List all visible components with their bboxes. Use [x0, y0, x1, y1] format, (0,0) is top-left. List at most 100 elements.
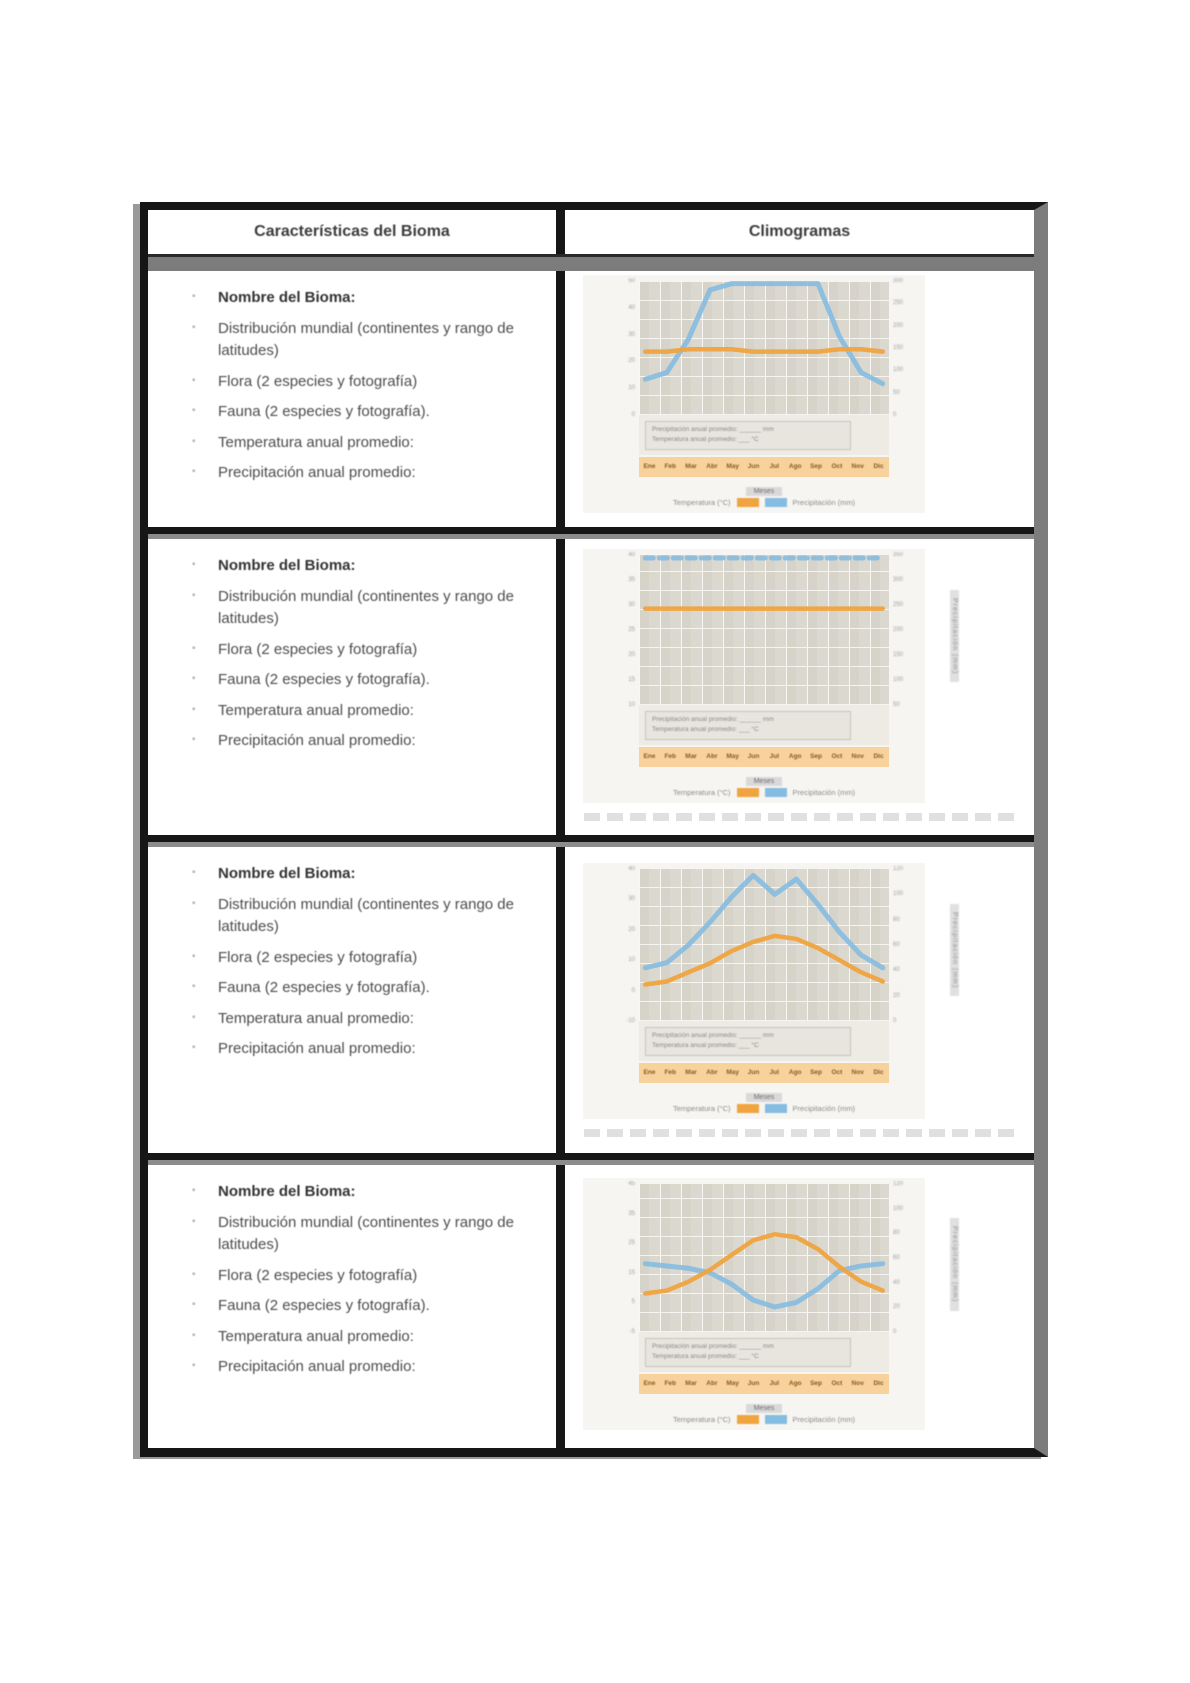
month-label: Jul: [769, 1069, 780, 1077]
x-axis-label-row: Meses: [639, 480, 889, 496]
legend-precip-label: Precipitación (mm): [792, 1414, 856, 1424]
climograma-2: 40 35 30 25 20 15 10 350 300 250 200 150 100 50 Precip…: [583, 549, 959, 803]
axis-tick-label: 50: [893, 389, 900, 396]
axis-tick-label: 20: [628, 926, 635, 933]
month-label: Mar: [685, 463, 697, 471]
right-axis-ticks: 300 250 200 150 100 50 0: [893, 278, 915, 418]
temperature-swatch: [736, 787, 759, 797]
axis-tick-label: 80: [893, 916, 900, 923]
characteristics-cell: Nombre del Bioma: Distribución mundial (c…: [148, 1165, 556, 1448]
bioma-characteristics-list: Nombre del Bioma: Distribución mundial (c…: [148, 555, 556, 753]
header-separator-band: [148, 257, 1034, 271]
characteristic-item: Precipitación anual promedio:: [192, 1038, 518, 1061]
precipitation-swatch: [764, 787, 787, 797]
climogram-cell: 50 40 30 20 10 0 300 250 200 150 100 50 0 Precipitaci…: [565, 271, 1034, 527]
axis-tick-label: 300: [893, 577, 904, 583]
month-label: Ene: [643, 1380, 656, 1388]
axis-tick-label: 0: [631, 411, 635, 418]
annotation-line: Temperatura anual promedio: ___ °C: [652, 1042, 759, 1050]
climogram-lines: [639, 1184, 889, 1332]
annotation-line: Temperatura anual promedio: ___ °C: [652, 1353, 759, 1361]
characteristic-item: Temperatura anual promedio:: [192, 1326, 518, 1349]
climogram-plot-area: 45 35 25 15 5 -5 120 100 80 60 40 20 0: [628, 1181, 903, 1335]
month-label: Jun: [747, 463, 760, 471]
characteristic-item: Precipitación anual promedio:: [192, 730, 518, 753]
axis-tick-label: 350: [893, 552, 904, 558]
axis-tick-label: 30: [628, 602, 635, 608]
x-axis-label: Meses: [745, 1092, 783, 1102]
axis-tick-label: 5: [631, 1299, 635, 1306]
annotation-box: Precipitación anual promedio: ______ mm T…: [645, 711, 851, 740]
axis-tick-label: 10: [628, 957, 635, 964]
right-axis-ticks: 350 300 250 200 150 100 50: [893, 552, 915, 708]
precipitation-swatch: [764, 1103, 787, 1113]
characteristics-cell: Nombre del Bioma: Distribución mundial (c…: [148, 539, 556, 835]
axis-tick-label: 120: [893, 1181, 904, 1187]
chart-legend: Temperatura (°C) Precipitación (mm): [639, 1103, 889, 1113]
month-label: Nov: [851, 1380, 864, 1388]
month-label: Oct: [831, 1069, 843, 1077]
month-label: May: [726, 753, 740, 761]
month-label: Nov: [851, 463, 864, 471]
x-axis-label: Meses: [745, 486, 783, 496]
characteristic-item: Flora (2 especies y fotografía): [192, 1265, 518, 1288]
axis-tick-label: 300: [893, 278, 904, 284]
table-row: Nombre del Bioma: Distribución mundial (c…: [148, 539, 1034, 835]
axis-tick-label: 50: [893, 702, 900, 708]
axis-tick-label: 40: [893, 1279, 900, 1286]
axis-tick-label: 50: [628, 278, 635, 284]
climogram-cell: 40 30 20 10 0 -10 120 100 80 60 40 20 0 Precipitación…: [565, 847, 1034, 1153]
month-label: Jun: [747, 1380, 760, 1388]
axis-tick-label: 250: [893, 300, 904, 307]
month-axis-strip: Ene Feb Mar Abr May Jun Jul Ago Sep Oct Nov Dic: [639, 746, 889, 767]
column-header-caracteristicas: Características del Bioma: [148, 210, 556, 254]
table-header-row: Características del Bioma Climogramas: [148, 210, 1034, 257]
axis-tick-label: 25: [628, 627, 635, 633]
axis-tick-label: -5: [629, 1328, 635, 1335]
climogram-plot-area: 40 30 20 10 0 -10 120 100 80 60 40 20 0: [626, 866, 903, 1024]
column-divider: [556, 847, 565, 1153]
month-label: Jul: [769, 463, 780, 471]
legend-precip-label: Precipitación (mm): [792, 787, 856, 797]
column-divider: [556, 1165, 565, 1448]
month-label: May: [726, 1069, 740, 1077]
axis-tick-label: 25: [628, 1240, 635, 1247]
annotation-line: Precipitación anual promedio: ______ mm: [652, 716, 774, 723]
axis-tick-label: 60: [893, 1254, 900, 1261]
annotation-line: Precipitación anual promedio: ______ mm: [652, 1343, 774, 1350]
chart-legend: Temperatura (°C) Precipitación (mm): [639, 787, 889, 797]
month-label: Sep: [810, 1069, 822, 1077]
month-label: Sep: [810, 753, 822, 761]
axis-tick-label: 35: [628, 1210, 635, 1217]
precipitation-line: [645, 875, 883, 967]
legend-precip-label: Precipitación (mm): [792, 1103, 856, 1113]
axis-tick-label: 40: [893, 967, 900, 974]
climograma-1: 50 40 30 20 10 0 300 250 200 150 100 50 0 Precipitaci…: [583, 275, 925, 513]
axis-tick-label: 100: [893, 677, 904, 683]
column-divider: [556, 210, 565, 254]
x-axis-label-row: Meses: [639, 770, 889, 786]
month-axis-strip: Ene Feb Mar Abr May Jun Jul Ago Sep Oct Nov Dic: [639, 456, 889, 477]
legend-temp-label: Temperatura (°C): [672, 497, 731, 507]
month-label: Jun: [747, 753, 760, 761]
axis-tick-label: 35: [628, 577, 635, 583]
month-label: Feb: [664, 1380, 677, 1388]
month-label: Ago: [788, 753, 802, 761]
characteristic-item: Flora (2 especies y fotografía): [192, 947, 518, 970]
characteristic-item: Precipitación anual promedio:: [192, 462, 518, 485]
month-label: Mar: [685, 1380, 697, 1388]
annotation-box: Precipitación anual promedio: ______ mm T…: [645, 1338, 851, 1367]
characteristic-item: Temperatura anual promedio:: [192, 700, 518, 723]
month-label: Oct: [831, 753, 843, 761]
axis-tick-label: 40: [628, 552, 635, 558]
month-label: Jul: [769, 753, 780, 761]
row-divider: [148, 1153, 1034, 1165]
axis-tick-label: 20: [893, 1304, 900, 1311]
axis-tick-label: 120: [893, 866, 904, 872]
month-label: Sep: [810, 1380, 822, 1388]
annotation-band: Precipitación anual promedio: ______ mm T…: [639, 705, 889, 745]
month-label: Nov: [851, 753, 864, 761]
chart-legend: Temperatura (°C) Precipitación (mm): [639, 1414, 889, 1424]
month-label: Jun: [747, 1069, 760, 1077]
annotation-band: Precipitación anual promedio: ______ mm T…: [639, 1021, 889, 1061]
